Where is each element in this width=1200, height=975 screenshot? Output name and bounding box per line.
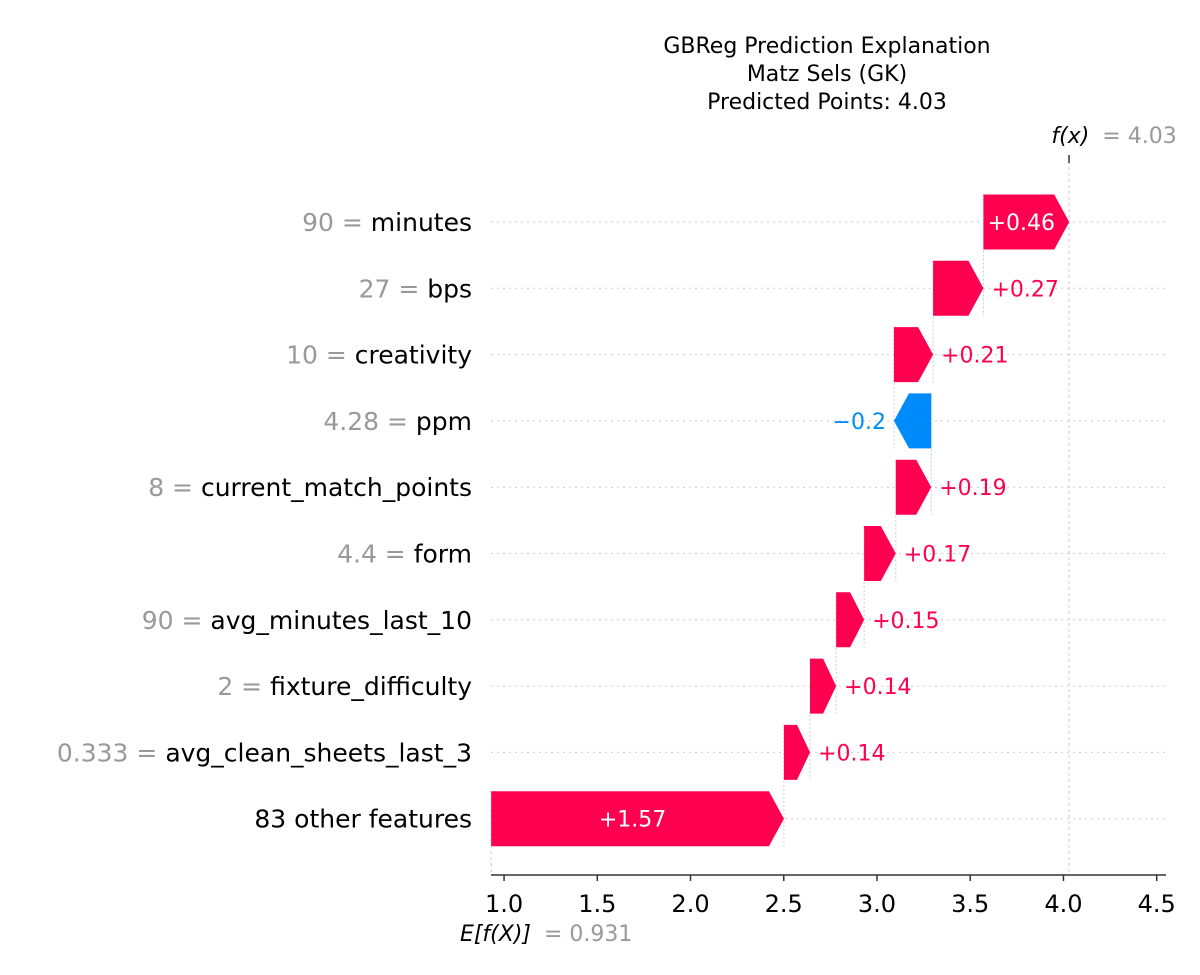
- contribution-bar-4: [893, 393, 932, 449]
- fx-label: f(x): [1051, 124, 1089, 149]
- feature-name: bps: [427, 274, 472, 303]
- feature-name: form: [414, 540, 472, 569]
- feature-name: avg_clean_sheets_last_3: [165, 738, 472, 767]
- bar-value-label: +0.17: [904, 543, 971, 568]
- fx-annotation: f(x) = 4.03: [1051, 124, 1176, 149]
- feature-label: 90 = minutes: [302, 208, 472, 237]
- chart-title-line-3: Predicted Points: 4.03: [707, 90, 947, 115]
- feature-name: fixture_difficulty: [270, 672, 472, 701]
- chart-title: GBReg Prediction Explanation Matz Sels (…: [663, 34, 990, 115]
- base-value-annotation: E[f(X)] = 0.931: [460, 922, 632, 947]
- feature-name: ppm: [416, 407, 472, 436]
- x-tick-label: 3.0: [858, 890, 896, 918]
- feature-label: 2 = fixture_difficulty: [217, 672, 472, 701]
- contribution-bar-3: [893, 327, 934, 383]
- bar-value-label: +0.46: [988, 211, 1055, 236]
- row-gridlines: [491, 221, 1166, 820]
- reference-lines: [490, 155, 1070, 875]
- feature-label: 0.333 = avg_clean_sheets_last_3: [57, 738, 472, 767]
- chart-title-line-2: Matz Sels (GK): [747, 62, 907, 87]
- x-axis: 1.0 1.5 2.0 2.5 3.0 3.5 4.0 4.5: [485, 874, 1176, 918]
- bar-value-label: +0.14: [818, 741, 885, 766]
- equals-sign: =: [128, 738, 165, 767]
- feature-labels: 90 = minutes 27 = bps 10 = creativity 4.28 …: [57, 208, 472, 834]
- feature-label: 4.28 = ppm: [323, 407, 472, 436]
- x-tick-label: 2.0: [671, 890, 709, 918]
- feature-label: 10 = creativity: [286, 341, 472, 370]
- feature-label: 27 = bps: [359, 274, 472, 303]
- bar-value-label: +1.57: [599, 808, 666, 833]
- bar-value-label: −0.2: [833, 410, 886, 435]
- contribution-bar-1: [983, 194, 1070, 250]
- x-tick-label: 4.5: [1138, 890, 1176, 918]
- feature-name: current_match_points: [201, 473, 472, 502]
- feature-value: 4.4: [337, 540, 377, 569]
- contribution-bar-2: [933, 260, 984, 316]
- equals-sign: =: [390, 274, 427, 303]
- feature-label: 90 = avg_minutes_last_10: [142, 606, 472, 635]
- x-tick-label: 3.5: [951, 890, 989, 918]
- contribution-bar-7: [836, 592, 865, 648]
- feature-label: 4.4 = form: [337, 540, 472, 569]
- equals-sign: =: [233, 672, 270, 701]
- base-label: E[f(X)]: [460, 922, 531, 947]
- feature-value: 0.333: [57, 738, 129, 767]
- feature-name: creativity: [355, 341, 472, 370]
- equals-sign: =: [379, 407, 416, 436]
- bar-value-label: +0.14: [844, 675, 911, 700]
- base-value: = 0.931: [544, 922, 632, 947]
- feature-name: minutes: [371, 208, 472, 237]
- feature-value: 2: [217, 672, 233, 701]
- contribution-bars: +0.46 +0.27 +0.21 −0.2 +0.19 +0.17 +0.15 +0.14 +…: [491, 194, 1070, 847]
- equals-sign: =: [334, 208, 371, 237]
- contribution-bar-8: [810, 658, 837, 714]
- contribution-bar-6: [864, 526, 896, 581]
- feature-label: 8 = current_match_points: [148, 473, 472, 502]
- contribution-bar-10: [491, 791, 784, 847]
- bar-value-label: +0.21: [941, 344, 1008, 369]
- equals-sign: =: [318, 341, 355, 370]
- axis-annotations: f(x) = 4.03 E[f(X)] = 0.931: [460, 124, 1177, 947]
- equals-sign: =: [164, 473, 201, 502]
- x-tick-label: 4.0: [1044, 890, 1082, 918]
- x-tick-label: 1.0: [485, 890, 523, 918]
- feature-value: 27: [359, 274, 391, 303]
- equals-sign: =: [377, 540, 414, 569]
- x-tick-label: 1.5: [578, 890, 616, 918]
- feature-value: 8: [148, 473, 164, 502]
- bar-value-label: +0.19: [939, 476, 1006, 501]
- bar-value-label: +0.15: [872, 609, 939, 634]
- feature-value: 90: [142, 606, 174, 635]
- feature-value: 4.28: [323, 407, 379, 436]
- equals-sign: =: [174, 606, 211, 635]
- chart-title-line-1: GBReg Prediction Explanation: [663, 34, 990, 59]
- feature-value: 90: [302, 208, 334, 237]
- bar-value-label: +0.27: [991, 277, 1058, 302]
- contribution-bar-5: [895, 459, 932, 515]
- feature-label: 83 other features: [254, 805, 472, 834]
- feature-value: 10: [286, 341, 318, 370]
- feature-name: 83 other features: [254, 805, 472, 834]
- x-tick-label: 2.5: [765, 890, 803, 918]
- feature-name: avg_minutes_last_10: [210, 606, 472, 635]
- contribution-bar-9: [783, 724, 811, 780]
- fx-value: = 4.03: [1102, 124, 1176, 149]
